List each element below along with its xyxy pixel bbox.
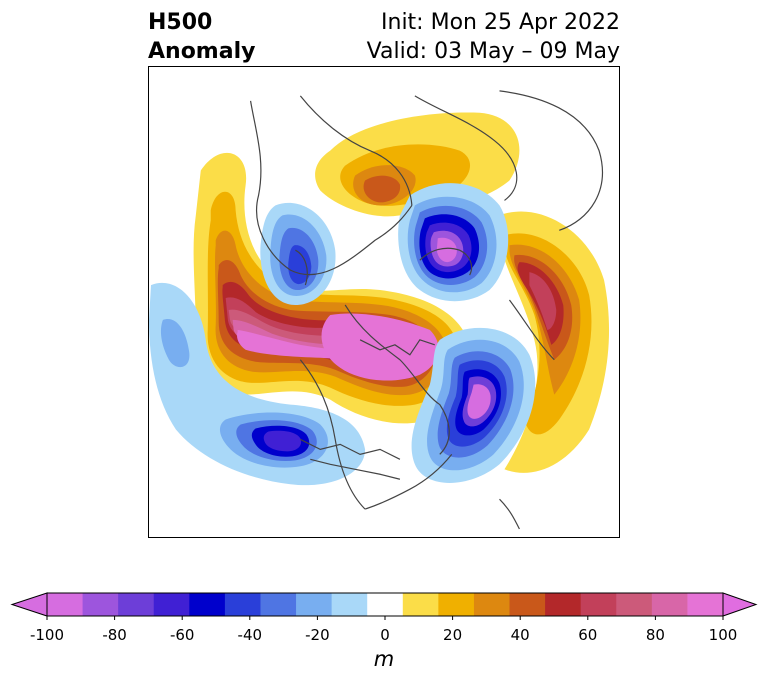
colorbar-tick-label: -60	[169, 626, 195, 644]
init-date: Init: Mon 25 Apr 2022	[381, 10, 620, 35]
colorbar-bin	[545, 593, 582, 616]
colorbar-bin	[509, 593, 546, 616]
colorbar-extend-under	[10, 592, 48, 617]
colorbar-bin	[687, 593, 724, 616]
title-line-1: H500	[148, 10, 213, 35]
colorbar-bin	[296, 593, 333, 616]
anomaly-trough-arctic	[398, 183, 509, 302]
colorbar-bin	[616, 593, 653, 616]
colorbar-tick-label: -80	[102, 626, 127, 644]
colorbar-tick-label: 80	[645, 626, 665, 644]
colorbar	[10, 592, 758, 620]
map-title: H500 Anomaly	[148, 8, 255, 66]
anomaly-ridge-arctic	[193, 152, 471, 424]
colorbar-extend-over	[722, 592, 758, 617]
colorbar-tick-label: -20	[305, 626, 330, 644]
colorbar-bin	[224, 593, 261, 616]
colorbar-tick-label: -40	[237, 626, 263, 644]
colorbar-tick-label: 0	[380, 626, 390, 644]
colorbar-bin	[260, 593, 297, 616]
colorbar-bin	[189, 593, 226, 616]
colorbar-bin	[118, 593, 155, 616]
anomaly-ridge-siberia	[499, 211, 610, 473]
anomaly-trough-canada	[260, 202, 336, 305]
colorbar-tick-label: -100	[29, 626, 65, 644]
valid-date-range: Valid: 03 May – 09 May	[366, 39, 620, 64]
colorbar-bin	[402, 593, 439, 616]
colorbar-bin	[367, 593, 404, 616]
colorbar-bin	[651, 593, 688, 616]
title-line-2: Anomaly	[148, 39, 256, 64]
colorbar-tick-label: 40	[510, 626, 530, 644]
colorbar-bin	[473, 593, 511, 616]
colorbar-tick-label: 100	[708, 626, 738, 644]
colorbar-ticks	[46, 616, 724, 620]
colorbar-tick-label: 60	[578, 626, 598, 644]
anomaly-trough-pacific	[149, 282, 366, 486]
colorbar-bin	[82, 593, 119, 616]
colorbar-tick-label: 20	[443, 626, 463, 644]
colorbar-unit-label: m	[373, 647, 395, 671]
colorbar-bin	[438, 593, 475, 616]
colorbar-bin	[580, 593, 617, 616]
coastlines	[249, 90, 603, 530]
colorbar-segments	[47, 593, 724, 616]
anomaly-trough-north-atlantic	[411, 327, 536, 483]
colorbar-bin	[153, 593, 190, 616]
colorbar-bin	[47, 593, 84, 616]
colorbar-bin	[331, 593, 368, 616]
anomaly-map	[148, 66, 620, 538]
date-info: Init: Mon 25 Apr 2022 Valid: 03 May – 09…	[367, 8, 620, 66]
anomaly-map-svg	[149, 90, 610, 530]
